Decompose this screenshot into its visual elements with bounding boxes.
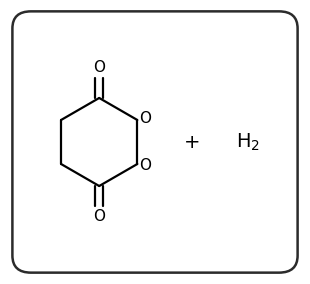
- Text: O: O: [139, 111, 151, 126]
- Text: O: O: [139, 158, 151, 173]
- Text: +: +: [184, 133, 201, 151]
- FancyBboxPatch shape: [12, 11, 298, 273]
- Text: H$_2$: H$_2$: [236, 131, 260, 153]
- Text: O: O: [93, 209, 105, 224]
- Text: O: O: [93, 60, 105, 75]
